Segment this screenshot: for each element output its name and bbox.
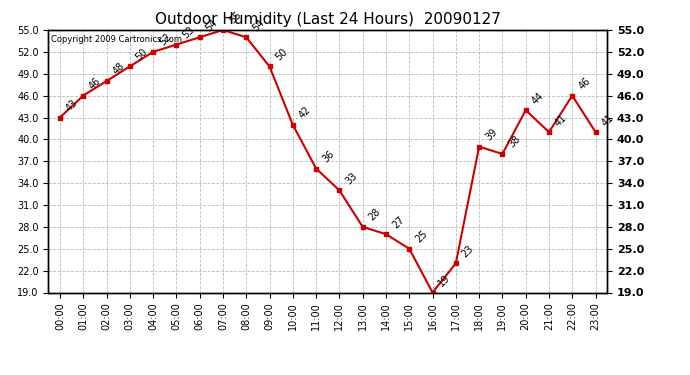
Title: Outdoor Humidity (Last 24 Hours)  20090127: Outdoor Humidity (Last 24 Hours) 2009012… (155, 12, 501, 27)
Text: Copyright 2009 Cartronics.com: Copyright 2009 Cartronics.com (51, 35, 182, 44)
Text: 36: 36 (320, 148, 336, 164)
Text: 54: 54 (204, 17, 219, 33)
Text: 44: 44 (530, 90, 546, 106)
Text: 43: 43 (64, 98, 80, 113)
Text: 54: 54 (250, 17, 266, 33)
Text: 48: 48 (110, 61, 126, 77)
Text: 27: 27 (390, 214, 406, 230)
Text: 39: 39 (483, 127, 499, 142)
Text: 52: 52 (157, 32, 173, 48)
Text: 53: 53 (181, 25, 197, 40)
Text: 38: 38 (506, 134, 522, 150)
Text: 46: 46 (88, 76, 103, 92)
Text: 50: 50 (274, 46, 290, 62)
Text: 42: 42 (297, 105, 313, 121)
Text: 25: 25 (413, 229, 429, 244)
Text: 46: 46 (576, 76, 592, 92)
Text: 28: 28 (367, 207, 383, 223)
Text: 33: 33 (344, 171, 359, 186)
Text: 55: 55 (227, 10, 243, 26)
Text: 23: 23 (460, 243, 476, 259)
Text: 50: 50 (134, 46, 150, 62)
Text: 41: 41 (600, 112, 615, 128)
Text: 41: 41 (553, 112, 569, 128)
Text: 19: 19 (437, 273, 453, 288)
